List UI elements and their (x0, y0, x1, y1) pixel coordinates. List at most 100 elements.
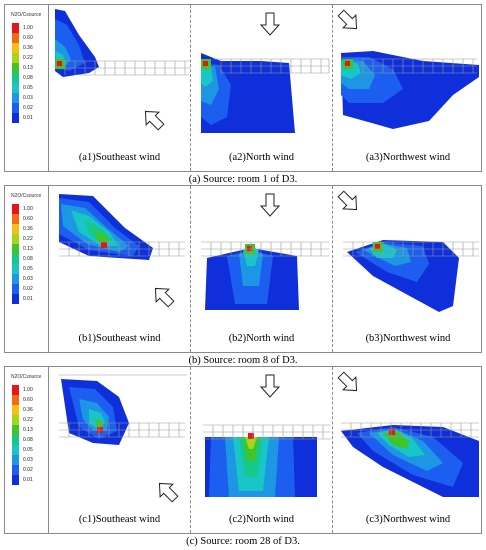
contour-plot-a3 (337, 9, 479, 129)
legend-swatch (12, 234, 19, 244)
contour-plot-b2 (201, 193, 329, 310)
legend-label: 0.02 (23, 467, 33, 473)
legend-label: 0.36 (23, 226, 33, 232)
wind-arrow-icon (259, 193, 281, 217)
panel-a3: (a3)Northwest wind (332, 5, 483, 171)
wind-arrow-icon (259, 374, 281, 398)
panel-a2: (a2)North wind (190, 5, 332, 171)
legend-label: 1.00 (23, 25, 33, 31)
building-grid-b2 (201, 241, 329, 257)
legend-swatch (12, 284, 19, 294)
building-grid-a1 (64, 61, 186, 75)
legend-title: N2O/Csource (11, 12, 42, 18)
panel-c1: (c1)Southeast wind (49, 367, 190, 533)
legend-swatch (12, 254, 19, 264)
wind-arrow-icon (154, 287, 175, 308)
figure-row-b: N2O/Csource 1.00 0.60 0.36 0.22 0.13 0.08 0.05… (4, 185, 482, 353)
legend-swatch (12, 224, 19, 234)
figure-caption-a: (a) Source: room 1 of D3. (188, 174, 298, 185)
legend-swatch (12, 294, 19, 304)
legend-label: 0.13 (23, 65, 33, 71)
panel-b1: (b1)Southeast wind (49, 186, 190, 352)
legend-label: 0.02 (23, 286, 33, 292)
contour-plot-b3 (337, 190, 479, 312)
panel-title: (c1)Southeast wind (78, 514, 161, 525)
legend-swatch (12, 465, 19, 475)
panel-title: (b2)North wind (228, 333, 295, 344)
figure-row-a: N2O/Csource 1.00 0.60 0.36 0.22 0.13 0.08 0.05… (4, 4, 482, 172)
legend-swatch (12, 385, 19, 395)
panel-title: (a1)Southeast wind (78, 152, 161, 163)
legend-swatch (12, 63, 19, 73)
legend-label: 0.13 (23, 427, 33, 433)
legend-label: 0.01 (23, 296, 33, 302)
legend-label: 0.60 (23, 397, 33, 403)
legend-label: 0.08 (23, 75, 33, 81)
legend-label: 0.08 (23, 256, 33, 262)
panel-b3: (b3)Northwest wind (332, 186, 483, 352)
legend-label: 0.08 (23, 437, 33, 443)
legend-swatch (12, 214, 19, 224)
legend-label: 0.60 (23, 35, 33, 41)
color-legend: N2O/Csource 1.00 0.60 0.36 0.22 0.13 0.08 0.05… (5, 5, 49, 171)
legend-swatch (12, 33, 19, 43)
legend-label: 0.03 (23, 457, 33, 463)
color-legend: N2O/Csource 1.00 0.60 0.36 0.22 0.13 0.08 0.05… (5, 367, 49, 533)
legend-title: N2O/Csource (11, 193, 42, 199)
figure-caption-c: (c) Source: room 28 of D3. (186, 536, 300, 547)
legend-swatch (12, 113, 19, 123)
legend-swatch (12, 274, 19, 284)
contour-plot-a1 (55, 9, 190, 131)
contour-plot-c3 (337, 371, 479, 497)
building-grid-c2 (203, 424, 331, 440)
color-legend: N2O/Csource 1.00 0.60 0.36 0.22 0.13 0.08 0.05… (5, 186, 49, 352)
legend-swatch (12, 435, 19, 445)
wind-arrow-icon (144, 110, 165, 131)
legend-swatch (12, 93, 19, 103)
building-grid-c3 (341, 422, 479, 438)
legend-label: 1.00 (23, 206, 33, 212)
legend-label: 0.22 (23, 417, 33, 423)
legend-label: 0.03 (23, 276, 33, 282)
legend-swatch (12, 83, 19, 93)
panel-title: (c2)North wind (228, 514, 295, 525)
legend-label: 0.22 (23, 55, 33, 61)
wind-arrow-icon (337, 9, 358, 30)
legend-label: 0.01 (23, 115, 33, 121)
panel-title: (a3)Northwest wind (365, 152, 451, 163)
legend-swatch (12, 43, 19, 53)
panel-title: (c3)Northwest wind (365, 514, 451, 525)
legend-title: N2O/Csource (11, 374, 42, 380)
wind-arrow-icon (337, 190, 358, 211)
legend-swatch (12, 53, 19, 63)
legend-label: 0.03 (23, 95, 33, 101)
panel-c2: (c2)North wind (190, 367, 332, 533)
panel-title: (b1)Southeast wind (78, 333, 161, 344)
legend-label: 0.05 (23, 447, 33, 453)
figure-row-c: N2O/Csource 1.00 0.60 0.36 0.22 0.13 0.08 0.05… (4, 366, 482, 534)
legend-swatch (12, 475, 19, 485)
legend-swatch (12, 405, 19, 415)
panel-title: (b3)Northwest wind (365, 333, 451, 344)
legend-label: 0.02 (23, 105, 33, 111)
panel-c3: (c3)Northwest wind (332, 367, 483, 533)
legend-swatch (12, 455, 19, 465)
legend-swatch (12, 395, 19, 405)
wind-arrow-icon (158, 482, 179, 503)
legend-label: 0.05 (23, 266, 33, 272)
contour-plot-c1 (59, 374, 187, 503)
legend-label: 0.22 (23, 236, 33, 242)
wind-arrow-icon (259, 12, 281, 36)
legend-swatch (12, 264, 19, 274)
building-grid-b1 (59, 241, 185, 257)
legend-swatch (12, 415, 19, 425)
legend-swatch (12, 425, 19, 435)
panel-title: (a2)North wind (228, 152, 295, 163)
legend-swatch (12, 445, 19, 455)
legend-swatch (12, 23, 19, 33)
contour-plot-a2 (201, 12, 330, 133)
legend-swatch (12, 103, 19, 113)
legend-swatch (12, 244, 19, 254)
contour-plot-c2 (203, 374, 331, 497)
legend-swatch (12, 204, 19, 214)
